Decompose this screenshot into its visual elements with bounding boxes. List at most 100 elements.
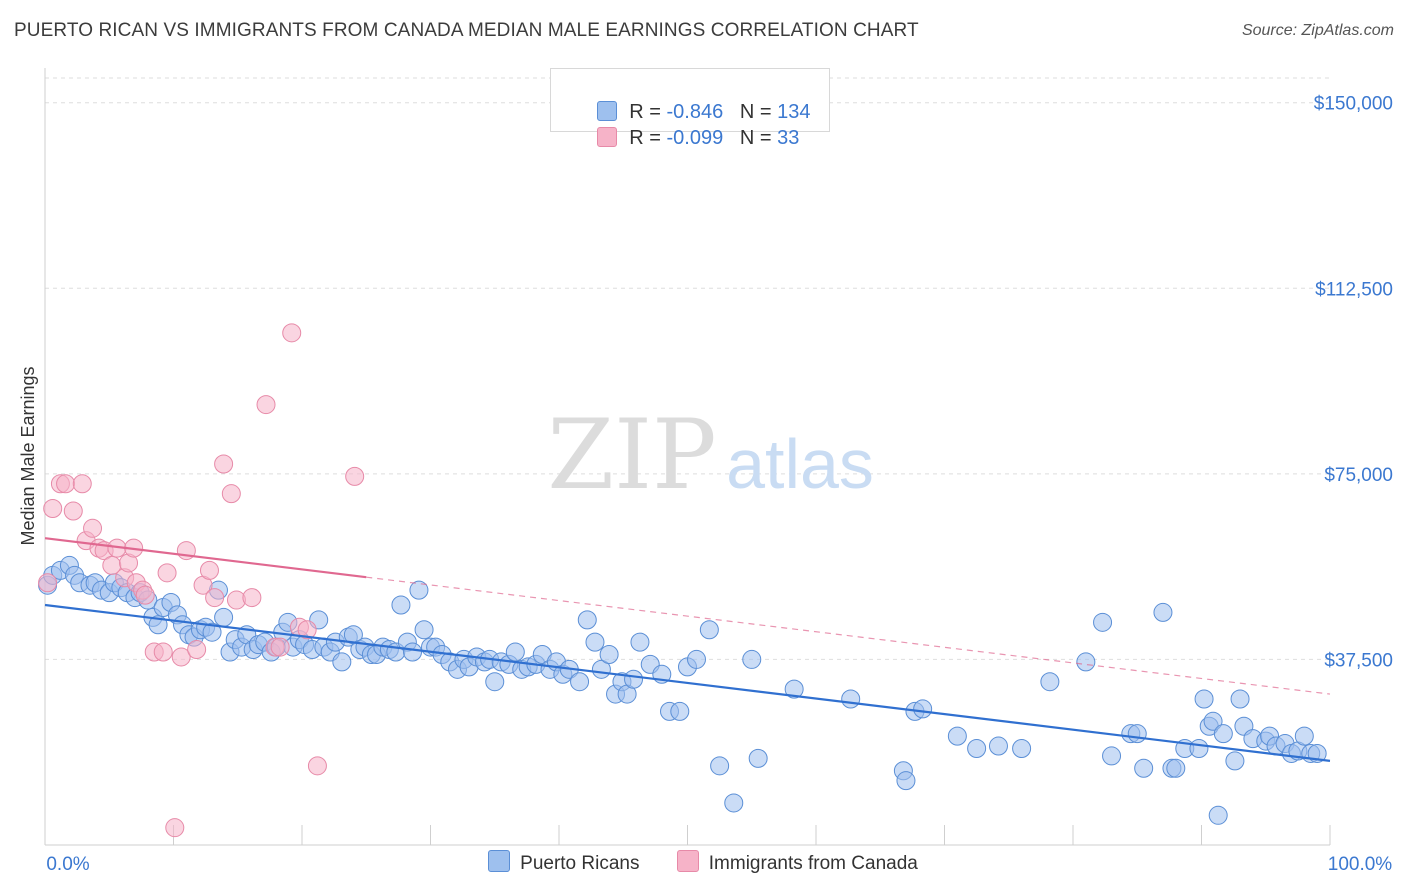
data-point-canada <box>199 560 219 580</box>
data-point-canada <box>83 518 103 538</box>
data-point-puerto-ricans <box>624 669 644 689</box>
data-point-canada <box>165 818 185 838</box>
data-point-canada <box>157 563 177 583</box>
source-label: Source: ZipAtlas.com <box>1241 22 1394 39</box>
data-point-puerto-ricans <box>784 679 804 699</box>
data-point-puerto-ricans <box>710 756 730 776</box>
y-tick-label: $75,000 <box>1324 465 1393 486</box>
data-point-canada <box>171 647 191 667</box>
data-point-puerto-ricans <box>841 689 861 709</box>
legend-swatch <box>488 850 511 872</box>
data-point-puerto-ricans <box>505 642 525 662</box>
data-point-puerto-ricans <box>913 699 933 719</box>
watermark: ZIP atlas <box>547 399 874 511</box>
data-point-puerto-ricans <box>1194 689 1214 709</box>
data-point-puerto-ricans <box>748 748 768 768</box>
stats-row-puerto-ricans: R = -0.846 N = 134 <box>575 78 811 123</box>
legend-swatch <box>597 127 618 147</box>
stats-legend: R = -0.846 N = 134 R = -0.099 N = 33 <box>550 68 830 149</box>
legend-label: Puerto Ricans <box>520 853 640 874</box>
r-value: -0.099 <box>666 127 724 149</box>
legend-item-puerto-ricans: Puerto Ricans <box>488 850 639 875</box>
data-point-canada <box>43 499 63 519</box>
data-point-puerto-ricans <box>724 793 744 813</box>
watermark-zip: ZIP <box>547 399 716 511</box>
data-point-puerto-ricans <box>1213 724 1233 744</box>
data-point-puerto-ricans <box>1040 672 1060 692</box>
data-point-puerto-ricans <box>1294 726 1314 746</box>
data-point-puerto-ricans <box>1012 739 1032 759</box>
data-point-puerto-ricans <box>585 632 605 652</box>
data-point-canada <box>297 620 317 640</box>
x-tick-label: 100.0% <box>1328 854 1393 875</box>
legend-label: Immigrants from Canada <box>708 853 918 874</box>
data-point-puerto-ricans <box>214 607 234 627</box>
y-tick-label: $150,000 <box>1314 94 1393 115</box>
n-label: N = <box>739 101 778 123</box>
data-point-canada <box>63 501 83 521</box>
data-point-canada <box>256 395 276 415</box>
data-point-puerto-ricans <box>670 701 690 721</box>
data-point-puerto-ricans <box>1225 751 1245 771</box>
data-point-puerto-ricans <box>686 649 706 669</box>
data-point-canada <box>221 484 241 504</box>
data-point-puerto-ricans <box>391 595 411 615</box>
data-point-puerto-ricans <box>485 672 505 692</box>
data-point-canada <box>153 642 173 662</box>
y-axis-title: Median Male Earnings <box>18 366 38 545</box>
data-point-canada <box>214 454 234 474</box>
trend-line-puerto-ricans <box>44 603 1331 762</box>
data-point-puerto-ricans <box>414 620 434 640</box>
trend-line-canada-projection <box>366 576 1331 695</box>
n-value: 33 <box>777 127 800 149</box>
data-point-puerto-ricans <box>332 652 352 672</box>
data-point-puerto-ricans <box>577 610 597 630</box>
legend-swatch <box>597 101 618 121</box>
r-value: -0.846 <box>666 101 724 123</box>
x-tick-label: 0.0% <box>46 854 89 875</box>
data-point-canada <box>307 756 327 776</box>
data-point-puerto-ricans <box>403 642 423 662</box>
data-point-puerto-ricans <box>988 736 1008 756</box>
data-point-canada <box>72 474 92 494</box>
data-point-puerto-ricans <box>699 620 719 640</box>
data-point-canada <box>187 640 207 660</box>
data-point-canada <box>242 588 262 608</box>
data-point-puerto-ricans <box>1189 739 1209 759</box>
data-point-puerto-ricans <box>630 632 650 652</box>
data-point-canada <box>270 637 290 657</box>
data-point-puerto-ricans <box>742 649 762 669</box>
data-point-puerto-ricans <box>1208 805 1228 825</box>
data-point-puerto-ricans <box>1166 758 1186 778</box>
stats-row-canada: R = -0.099 N = 33 <box>575 104 799 149</box>
data-point-canada <box>56 474 76 494</box>
data-point-puerto-ricans <box>1230 689 1250 709</box>
data-point-puerto-ricans <box>1127 724 1147 744</box>
data-point-puerto-ricans <box>896 771 916 791</box>
data-point-puerto-ricans <box>947 726 967 746</box>
y-tick-label: $37,500 <box>1324 650 1393 671</box>
data-point-puerto-ricans <box>1076 652 1096 672</box>
data-point-canada <box>282 323 302 343</box>
data-point-puerto-ricans <box>409 580 429 600</box>
data-point-canada <box>38 573 58 593</box>
r-label: R = <box>629 127 667 149</box>
series-legend: Puerto Ricans Immigrants from Canada <box>0 850 1406 875</box>
data-point-puerto-ricans <box>1134 758 1154 778</box>
legend-item-canada: Immigrants from Canada <box>676 850 918 875</box>
legend-swatch <box>676 850 699 872</box>
data-point-canada <box>205 588 225 608</box>
data-point-canada <box>135 585 155 605</box>
data-point-puerto-ricans <box>1093 612 1113 632</box>
data-point-canada <box>345 466 365 486</box>
data-point-puerto-ricans <box>599 644 619 664</box>
data-point-puerto-ricans <box>1102 746 1122 766</box>
chart-title: PUERTO RICAN VS IMMIGRANTS FROM CANADA M… <box>14 20 919 41</box>
n-value: 134 <box>777 101 811 123</box>
watermark-atlas: atlas <box>726 425 874 503</box>
data-point-puerto-ricans <box>1153 602 1173 622</box>
data-point-puerto-ricans <box>967 739 987 759</box>
data-point-puerto-ricans <box>1203 711 1223 731</box>
n-label: N = <box>739 127 778 149</box>
